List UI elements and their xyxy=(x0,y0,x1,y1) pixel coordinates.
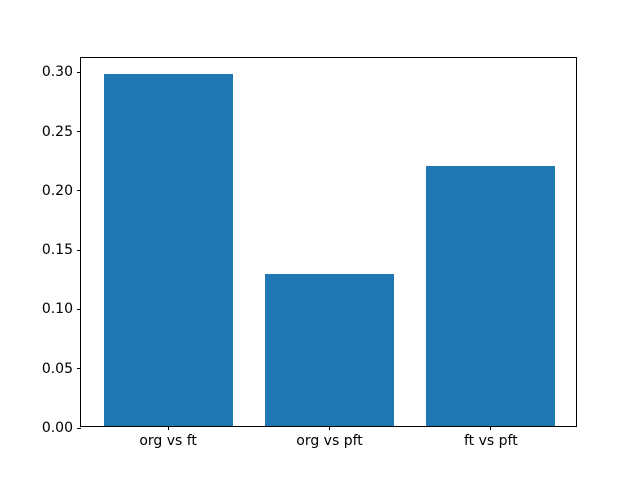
y-tick-mark xyxy=(77,190,81,192)
bar-ft-vs-pft xyxy=(426,166,556,426)
y-tick-mark xyxy=(77,308,81,310)
y-tick-mark xyxy=(77,71,81,73)
y-tick-label: 0.05 xyxy=(41,360,73,377)
y-tick-label: 0.20 xyxy=(41,182,73,199)
y-tick-label: 0.00 xyxy=(41,420,73,436)
y-tick-label: 0.15 xyxy=(41,242,73,259)
y-tick-mark xyxy=(77,368,81,370)
x-tick-mark xyxy=(490,426,492,430)
bar-org-vs-ft xyxy=(103,73,233,426)
x-tick-label: ft vs pft xyxy=(464,433,518,449)
y-tick-label: 0.30 xyxy=(41,64,73,81)
y-tick-label: 0.10 xyxy=(41,301,73,318)
bar-org-vs-pft xyxy=(264,274,395,426)
y-tick-mark xyxy=(77,131,81,133)
x-tick-label: org vs ft xyxy=(139,433,197,449)
x-tick-label: org vs pft xyxy=(296,433,363,449)
y-tick-label: 0.25 xyxy=(41,123,73,140)
plot-area: 0.00 0.05 0.10 0.15 0.20 0.25 0.30 org vs ft or… xyxy=(42,57,577,448)
y-tick-mark xyxy=(77,249,81,251)
x-tick-mark xyxy=(329,426,330,430)
x-tick-mark xyxy=(167,426,169,430)
y-tick-mark xyxy=(77,427,81,429)
